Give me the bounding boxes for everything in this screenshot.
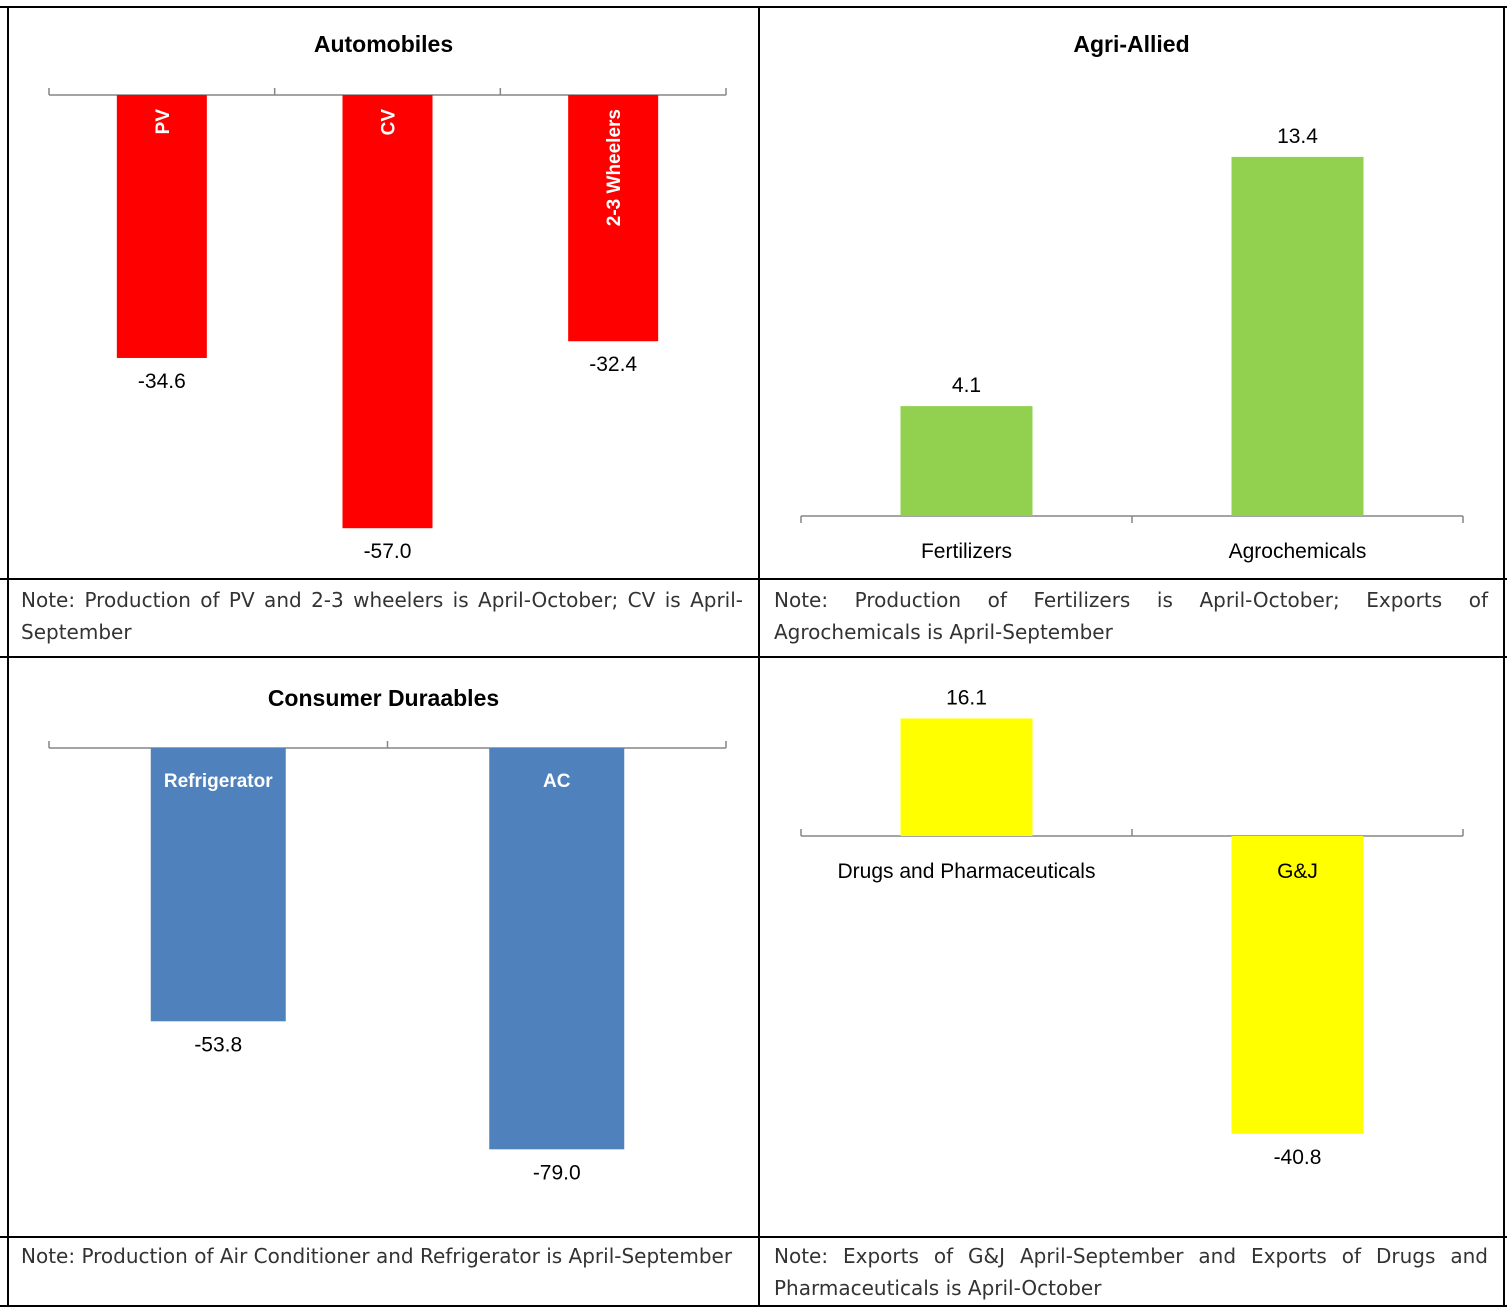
chart-agri-allied: Agri-Allied 4.1 Fertilizers 13.4 Agrochemica… bbox=[800, 31, 1464, 563]
bar-0 bbox=[900, 406, 1033, 516]
table-border-row3 bbox=[0, 1236, 1507, 1238]
table-border-middle bbox=[758, 6, 760, 1307]
data-label-1: -40.8 bbox=[1274, 1146, 1322, 1169]
chart-title: Agri-Allied bbox=[1073, 31, 1189, 57]
bar-1 bbox=[342, 95, 433, 529]
table-border-top bbox=[0, 6, 1507, 8]
table-border-right bbox=[1503, 6, 1505, 1307]
note-consumer-durables: Note: Production of Air Conditioner and … bbox=[21, 1244, 733, 1268]
data-label-0: 16.1 bbox=[946, 686, 987, 709]
category-label-1: Agrochemicals bbox=[1229, 540, 1367, 563]
chart-title: Automobiles bbox=[314, 31, 453, 57]
chart-drugs-gj: 16.1 Drugs and Pharmaceuticals -40.8 G&J bbox=[800, 686, 1464, 1169]
table-border-row2 bbox=[0, 656, 1507, 658]
category-label-0: Drugs and Pharmaceuticals bbox=[838, 860, 1096, 883]
data-label-1: 13.4 bbox=[1277, 125, 1318, 148]
chart-automobiles: Automobiles -34.6 PV -57.0 CV -32.4 2-3 Wheele… bbox=[48, 31, 727, 563]
table-border-left bbox=[7, 6, 9, 1307]
category-label-0: Fertilizers bbox=[921, 540, 1012, 563]
data-label-1: -79.0 bbox=[533, 1161, 581, 1184]
chart-title: Consumer Duraables bbox=[268, 685, 499, 711]
category-label-1: CV bbox=[379, 109, 400, 136]
category-label-0: Refrigerator bbox=[164, 771, 273, 792]
category-label-0: PV bbox=[153, 109, 174, 135]
note-agri-allied: Note: Production of Fertilizers is April… bbox=[774, 588, 1488, 644]
table-border-row1 bbox=[0, 578, 1507, 580]
category-label-2: 2-3 Wheelers bbox=[604, 109, 625, 226]
bar-0 bbox=[150, 748, 286, 1022]
bar-1 bbox=[1231, 156, 1364, 516]
bar-2 bbox=[568, 95, 659, 342]
bar-1 bbox=[1231, 836, 1364, 1134]
category-label-1: AC bbox=[543, 771, 571, 792]
bar-0 bbox=[116, 95, 207, 358]
data-label-1: -57.0 bbox=[364, 540, 412, 563]
data-label-0: -53.8 bbox=[194, 1033, 242, 1056]
note-drugs-gj: Note: Exports of G&J April-September and… bbox=[774, 1244, 1488, 1300]
data-label-0: -34.6 bbox=[138, 370, 186, 393]
chart-consumer-durables: Consumer Duraables -53.8 Refrigerator -79.0… bbox=[48, 685, 727, 1184]
data-label-0: 4.1 bbox=[952, 374, 981, 397]
table-border-bottom bbox=[0, 1305, 1507, 1307]
bar-1 bbox=[489, 748, 625, 1150]
bar-0 bbox=[900, 718, 1033, 836]
category-label-1: G&J bbox=[1277, 860, 1318, 883]
note-automobiles: Note: Production of PV and 2-3 wheelers … bbox=[21, 588, 743, 644]
data-label-2: -32.4 bbox=[589, 353, 637, 376]
